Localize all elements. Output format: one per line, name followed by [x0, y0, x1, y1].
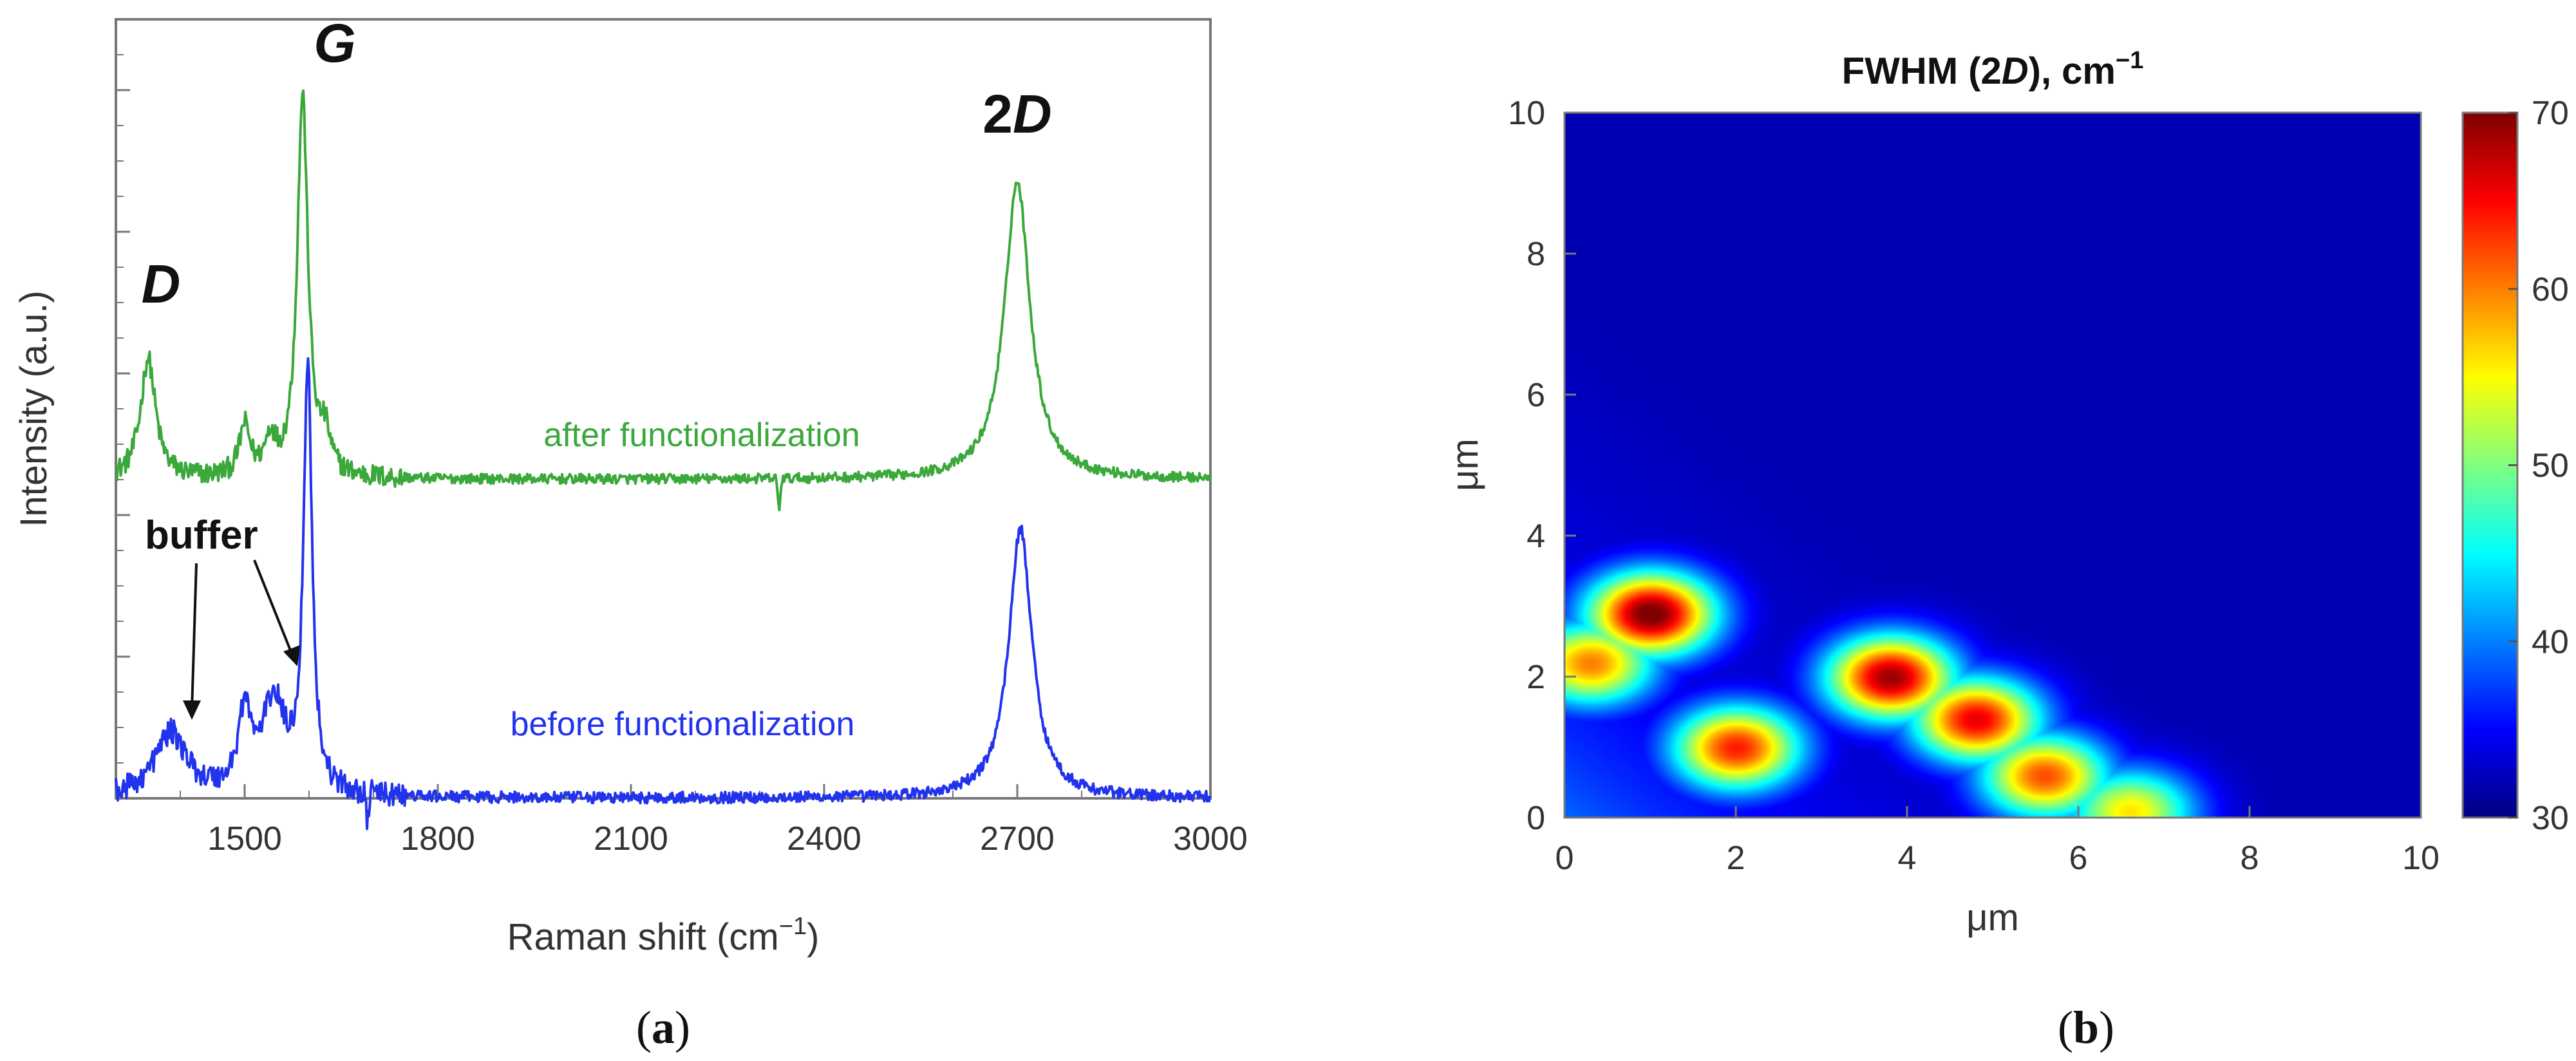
colorbar-ticks: 30 40 50 60 70 [2508, 95, 2569, 837]
heatmap-y-tick-label: 2 [1527, 659, 1545, 696]
heatmap-title: FWHM (2D), cm−1 [1842, 47, 2144, 92]
heatmap-canvas-container [1565, 113, 2421, 818]
peak-label-2d: 2D [982, 84, 1051, 144]
heatmap-frame [1563, 111, 2422, 819]
buffer-arrowhead-left [183, 700, 201, 720]
heatmap-x-axis-label: μm [1966, 897, 2019, 939]
y-axis-label: Intensity (a.u.) [13, 290, 55, 527]
buffer-arrows [183, 559, 300, 720]
after-functionalization-label: after functionalization [543, 417, 860, 454]
heatmap-x-tick-label: 8 [2241, 840, 2259, 877]
fwhm-heatmap-panel: FWHM (2D), cm−1 0 2 4 6 8 10 0 2 4 6 8 10 μm μm 30… [1444, 47, 2569, 1053]
x-tick-label: 2400 [787, 820, 861, 858]
peak-label-g: G [314, 13, 355, 73]
colorbar-tick-label: 30 [2532, 800, 2569, 837]
colorbar-tick-label: 50 [2532, 447, 2569, 485]
heatmap-x-tick-label: 0 [1556, 840, 1574, 877]
raman-y-ticks [116, 19, 130, 800]
x-tick-label: 2100 [594, 820, 668, 858]
x-tick-label: 2700 [980, 820, 1055, 858]
raman-curves [115, 89, 1212, 831]
heatmap-y-tick-label: 8 [1527, 236, 1545, 273]
x-axis-label: Raman shift (cm−1) [507, 913, 820, 958]
buffer-arrow-left [191, 563, 198, 711]
colorbar [2463, 113, 2517, 818]
heatmap-y-ticks: 0 2 4 6 8 10 [1508, 95, 1576, 837]
x-tick-label: 3000 [1173, 820, 1248, 858]
panel-label-b: (b) [2058, 1002, 2114, 1053]
buffer-arrowhead-right [283, 645, 300, 666]
heatmap-x-ticks: 0 2 4 6 8 10 [1556, 806, 2440, 877]
heatmap-y-tick-label: 4 [1527, 518, 1545, 555]
x-tick-label: 1500 [207, 820, 282, 858]
raman-x-ticks: 1500 1800 2100 2400 2700 3000 [115, 784, 1248, 858]
peak-label-d: D [142, 254, 181, 314]
before-functionalization-label: before functionalization [511, 706, 855, 743]
heatmap-canvas [1565, 113, 2421, 818]
heatmap-x-tick-label: 6 [2069, 840, 2088, 877]
heatmap-y-tick-label: 10 [1508, 95, 1545, 132]
heatmap-y-axis-label: μm [1444, 438, 1486, 491]
colorbar-tick-label: 40 [2532, 623, 2569, 661]
buffer-annotation: buffer [145, 513, 258, 558]
after-functionalization-curve [115, 89, 1212, 512]
heatmap-x-tick-label: 2 [1727, 840, 1745, 877]
before-functionalization-curve [115, 357, 1212, 831]
colorbar-tick-label: 60 [2532, 271, 2569, 308]
heatmap-y-tick-label: 0 [1527, 800, 1545, 837]
colorbar-container [2463, 113, 2517, 818]
buffer-arrow-right [253, 559, 294, 657]
heatmap-y-tick-label: 6 [1527, 377, 1545, 414]
raman-spectrum-panel: 1500 1800 2100 2400 2700 3000 Intensity (a.u.… [13, 13, 1248, 1053]
x-tick-label: 1800 [400, 820, 475, 858]
heatmap-x-tick-label: 10 [2402, 840, 2440, 877]
panel-label-a: (a) [636, 1002, 690, 1053]
heatmap-x-tick-label: 4 [1898, 840, 1917, 877]
colorbar-tick-label: 70 [2532, 95, 2569, 132]
